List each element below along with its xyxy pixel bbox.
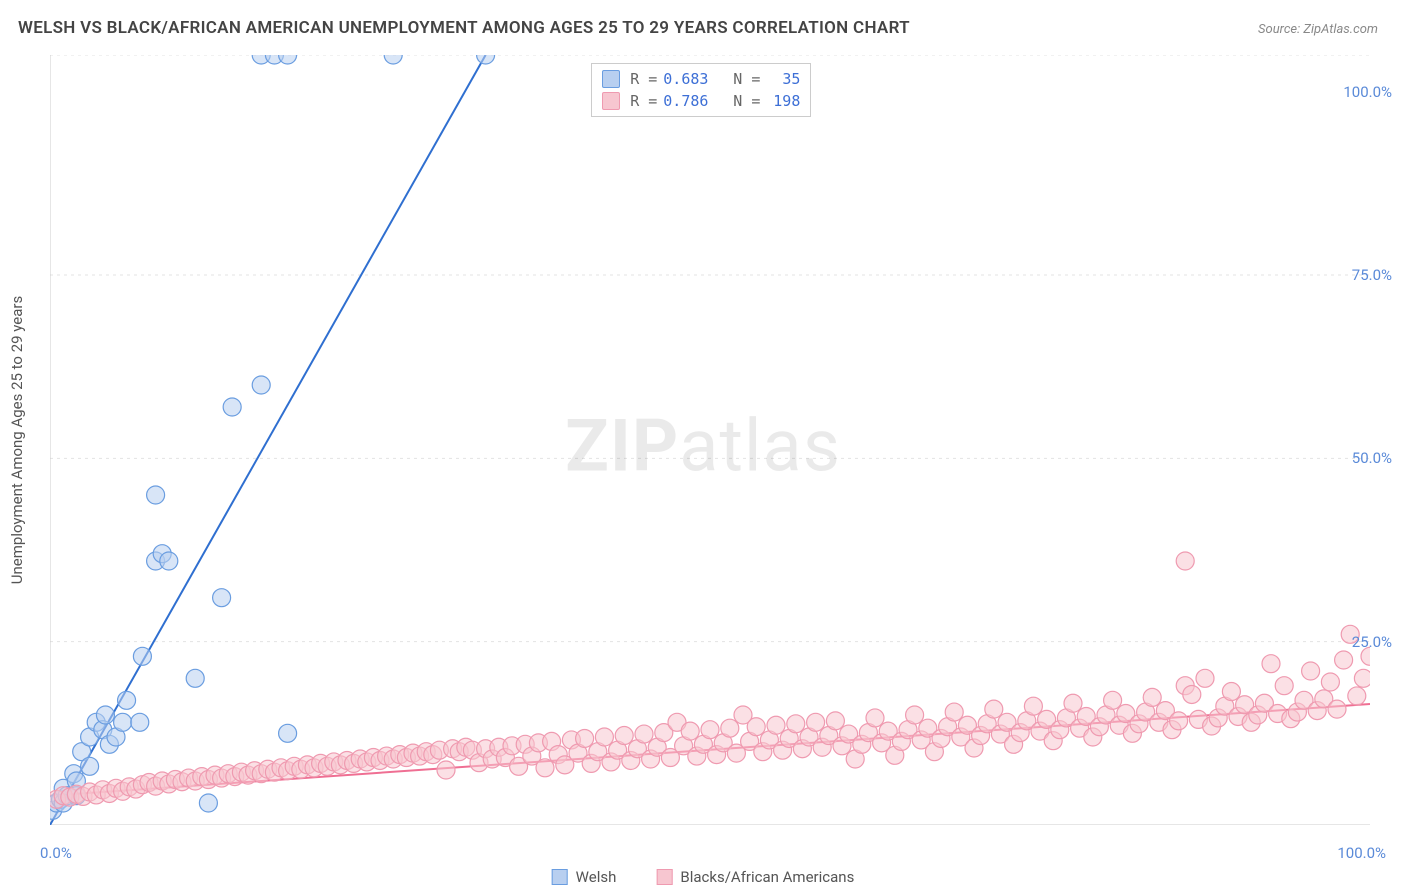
chart-source: Source: ZipAtlas.com xyxy=(1258,22,1378,37)
series-legend-label: Blacks/African Americans xyxy=(680,868,854,886)
series-legend-label: Welsh xyxy=(576,868,617,886)
n-value: 35 xyxy=(766,70,800,88)
n-label: N = xyxy=(733,92,760,110)
legend-swatch xyxy=(656,869,672,885)
y-tick-label: 25.0% xyxy=(1352,633,1392,651)
r-label: R = xyxy=(630,92,657,110)
n-value: 198 xyxy=(766,92,800,110)
y-axis-label: Unemployment Among Ages 25 to 29 years xyxy=(8,296,26,584)
stats-legend-row: R = 0.786 N = 198 xyxy=(602,90,800,112)
x-tick-start: 0.0% xyxy=(40,844,72,862)
legend-swatch xyxy=(602,92,620,110)
stats-legend: R = 0.683 N = 35 R = 0.786 N = 198 xyxy=(591,63,811,117)
legend-swatch xyxy=(552,869,568,885)
r-value: 0.786 xyxy=(663,92,717,110)
series-legend-item: Welsh xyxy=(552,868,617,886)
series-legend: Welsh Blacks/African Americans xyxy=(552,868,855,886)
y-tick-label: 50.0% xyxy=(1352,449,1392,467)
n-label: N = xyxy=(733,70,760,88)
r-value: 0.683 xyxy=(663,70,717,88)
y-tick-label: 75.0% xyxy=(1352,266,1392,284)
stats-legend-row: R = 0.683 N = 35 xyxy=(602,68,800,90)
correlation-chart: WELSH VS BLACK/AFRICAN AMERICAN UNEMPLOY… xyxy=(0,0,1406,892)
y-tick-label: 100.0% xyxy=(1343,83,1392,101)
chart-title: WELSH VS BLACK/AFRICAN AMERICAN UNEMPLOY… xyxy=(18,18,910,38)
series-legend-item: Blacks/African Americans xyxy=(656,868,854,886)
r-label: R = xyxy=(630,70,657,88)
legend-swatch xyxy=(602,70,620,88)
plot-area xyxy=(50,55,1370,825)
x-tick-end: 100.0% xyxy=(1337,844,1386,862)
